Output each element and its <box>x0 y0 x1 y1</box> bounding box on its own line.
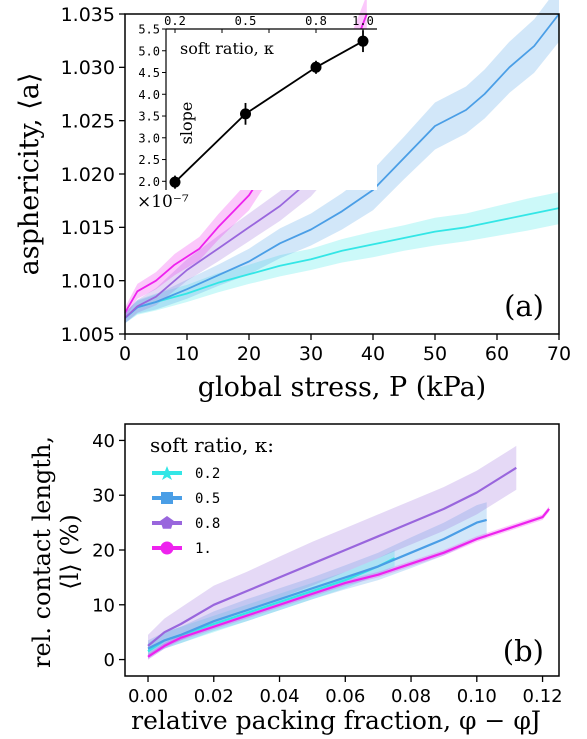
x-tick-label: 0.04 <box>259 686 299 707</box>
x-tick-label: 10 <box>175 343 199 365</box>
inset-y-tick-label: 3.5 <box>138 110 160 124</box>
x-tick-label: 0.12 <box>523 686 563 707</box>
inset-point <box>357 35 369 47</box>
y-tick-label: 30 <box>92 486 115 507</box>
y-tick-label: 1.015 <box>61 217 115 239</box>
panel-b-y-ticks: 0 10 20 30 40 <box>92 431 125 671</box>
inset-background <box>166 29 377 190</box>
panel-b-legend: soft ratio, κ: 0.2 0.5 0.8 1. <box>150 433 274 557</box>
y-tick-label: 1.035 <box>61 4 115 26</box>
panel-a-x-ticks: 0 10 20 30 40 50 60 70 <box>119 334 571 365</box>
inset-plot: 0.2 0.5 0.8 1.0 2.0 2.5 3.0 3.5 4.0 4.5 5.0 5.5 so… <box>137 14 377 212</box>
series-line-k0.5 <box>124 13 560 319</box>
inset-x-tick-label: 1.0 <box>352 14 374 28</box>
inset-line <box>174 40 364 183</box>
inset-point <box>240 108 251 120</box>
x-tick-label: 20 <box>237 343 261 365</box>
series-line-k1.0 <box>147 508 550 658</box>
inset-x-tick-label: 0.5 <box>235 14 257 28</box>
panel-b-label: (b) <box>503 634 544 668</box>
x-tick-label: 0 <box>119 343 131 365</box>
panel-b-lines <box>147 466 550 658</box>
band-k0.8 <box>125 100 355 324</box>
legend-marker-square <box>161 492 173 504</box>
band-k0.8 <box>148 445 517 657</box>
inset-multiplier: ×10⁻⁷ <box>137 192 189 212</box>
panel-b-y-label-line1: rel. contact length, <box>28 436 56 668</box>
panel-a-x-label: global stress, P (kPa) <box>198 372 486 403</box>
band-k0.2 <box>125 192 559 324</box>
panel-b: 0.00 0.02 0.04 0.06 0.08 0.10 0.12 0 10 20 30 40 r… <box>28 423 563 735</box>
inset-y-tick-label: 3.0 <box>138 131 160 145</box>
inset-point <box>169 176 181 188</box>
series-line-k0.5 <box>147 518 487 650</box>
panel-a-bands <box>125 0 559 324</box>
inset-x-ticks: 0.2 0.5 0.8 1.0 <box>164 14 374 33</box>
inset-y-tick-label: 2.0 <box>138 175 160 189</box>
legend-label: 0.5 <box>195 491 220 507</box>
inset-data <box>169 30 369 189</box>
inset-y-tick-label: 4.5 <box>138 66 160 80</box>
panel-b-x-ticks: 0.00 0.02 0.04 0.06 0.08 0.10 0.12 <box>128 676 563 707</box>
x-tick-label: 50 <box>423 343 447 365</box>
inset-y-tick-label: 2.5 <box>138 153 160 167</box>
legend-marker-star <box>160 466 174 480</box>
y-tick-label: 1.020 <box>61 164 115 186</box>
y-tick-label: 20 <box>92 540 115 561</box>
inset-y-tick-label: 4.0 <box>138 88 160 102</box>
legend-marker-circle <box>160 541 174 555</box>
inset-x-label: soft ratio, κ <box>180 39 274 58</box>
y-tick-label: 1.010 <box>61 271 115 293</box>
legend-marker-pentagon <box>160 516 174 529</box>
inset-y-tick-label: 5.0 <box>138 44 160 58</box>
y-tick-label: 1.030 <box>61 57 115 79</box>
legend-label: 0.8 <box>195 516 220 532</box>
panel-a-label: (a) <box>504 289 544 323</box>
inset-point <box>310 61 322 73</box>
x-tick-label: 0.10 <box>457 686 497 707</box>
series-line-k0.8 <box>147 466 517 647</box>
inset-x-tick-label: 0.2 <box>164 14 186 28</box>
inset-y-ticks: 2.0 2.5 3.0 3.5 4.0 4.5 5.0 5.5 <box>138 23 166 189</box>
legend-title: soft ratio, κ: <box>150 433 274 457</box>
x-tick-label: 0.06 <box>325 686 365 707</box>
x-tick-label: 0.02 <box>194 686 234 707</box>
panel-a-y-label: asphericity, ⟨a⟩ <box>14 73 45 276</box>
inset-y-label: slope <box>177 102 196 145</box>
band-k0.5 <box>125 0 559 324</box>
panel-a: 0 10 20 30 40 50 60 70 1.0051.0101.0151.0201.02… <box>14 0 571 403</box>
band-k1.0 <box>125 0 367 318</box>
y-tick-label: 1.025 <box>61 111 115 133</box>
legend-label: 0.2 <box>195 466 220 482</box>
inset-x-tick-label: 0.8 <box>305 14 327 28</box>
y-tick-label: 10 <box>92 595 115 616</box>
panel-b-y-label-line2: ⟨l⟩ (%) <box>56 514 84 590</box>
y-tick-label: 1.005 <box>61 324 115 346</box>
inset-y-tick-label: 5.5 <box>138 23 160 37</box>
x-tick-label: 30 <box>299 343 323 365</box>
y-tick-label: 40 <box>92 431 115 452</box>
x-tick-label: 0.08 <box>391 686 431 707</box>
panel-a-y-ticks: 1.005 1.010 1.015 1.020 1.025 1.030 1.035 <box>61 4 125 346</box>
x-tick-label: 0.00 <box>128 686 168 707</box>
legend-label: 1. <box>195 541 212 557</box>
series-line-k0.2 <box>124 207 560 319</box>
panel-b-x-label: relative packing fraction, φ − φJ <box>131 706 541 735</box>
x-tick-label: 40 <box>361 343 385 365</box>
x-tick-label: 70 <box>547 343 571 365</box>
x-tick-label: 60 <box>485 343 509 365</box>
y-tick-label: 0 <box>104 650 115 671</box>
